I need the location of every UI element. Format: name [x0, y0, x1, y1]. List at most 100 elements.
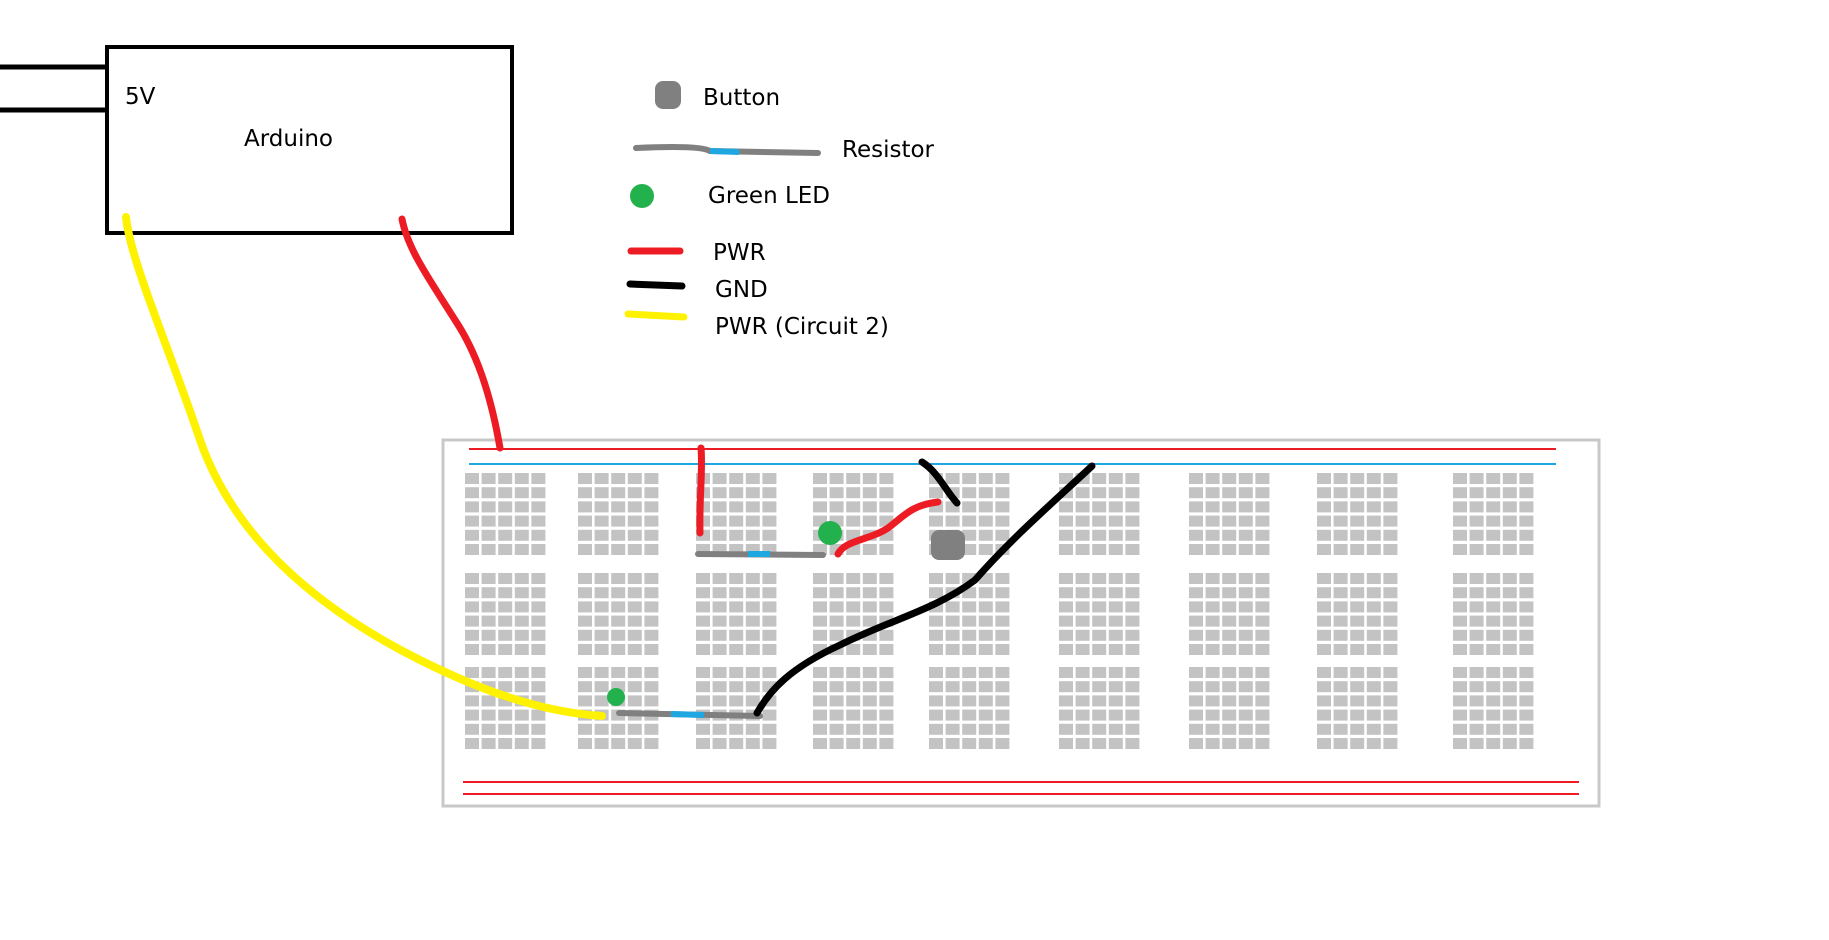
breadboard-hole: [1469, 473, 1484, 484]
breadboard-hole: [514, 573, 529, 584]
breadboard-hole: [1486, 544, 1501, 555]
breadboard-hole: [1092, 515, 1107, 527]
breadboard-hole: [1383, 587, 1398, 599]
breadboard-hole: [465, 629, 479, 641]
breadboard-hole: [465, 601, 479, 613]
breadboard-hole: [1189, 738, 1203, 749]
breadboard-hole: [813, 544, 827, 555]
breadboard-hole: [1125, 529, 1140, 541]
breadboard-hole: [1366, 644, 1381, 655]
breadboard-hole: [1317, 529, 1331, 541]
breadboard-hole: [712, 601, 727, 613]
breadboard-hole: [879, 709, 894, 721]
breadboard-hole: [712, 681, 727, 693]
breadboard-hole: [995, 629, 1010, 641]
breadboard-hole: [945, 473, 960, 484]
breadboard-hole: [1092, 681, 1107, 693]
breadboard-hole: [1366, 667, 1381, 678]
breadboard-hole: [945, 667, 960, 678]
gnd-wire-rail-to-button: [918, 458, 961, 507]
breadboard-hole: [1519, 573, 1534, 584]
breadboard-hole: [862, 629, 877, 641]
breadboard-hole: [1469, 681, 1484, 693]
breadboard-hole: [929, 615, 943, 627]
breadboard-hole: [611, 501, 626, 513]
breadboard-hole: [1205, 473, 1220, 484]
breadboard-hole: [696, 601, 710, 613]
breadboard-hole: [1350, 695, 1365, 707]
breadboard-hole: [1075, 573, 1090, 584]
breadboard-hole: [627, 529, 642, 541]
breadboard-hole: [514, 544, 529, 555]
breadboard-hole: [531, 709, 546, 721]
breadboard-hole: [481, 667, 496, 678]
breadboard-hole: [729, 601, 744, 613]
breadboard-hole: [1453, 644, 1467, 655]
breadboard-hole: [1255, 615, 1270, 627]
breadboard-hole: [1519, 515, 1534, 527]
breadboard-hole: [481, 629, 496, 641]
breadboard-hole: [498, 573, 513, 584]
breadboard-hole: [1092, 473, 1107, 484]
breadboard-hole: [1469, 667, 1484, 678]
breadboard-hole: [762, 723, 777, 735]
breadboard-hole: [762, 515, 777, 527]
breadboard-hole: [1317, 601, 1331, 613]
breadboard-hole: [611, 681, 626, 693]
breadboard-hole: [1238, 695, 1253, 707]
breadboard-hole: [1366, 695, 1381, 707]
breadboard-hole: [1333, 695, 1348, 707]
breadboard-hole: [514, 529, 529, 541]
breadboard-hole: [962, 709, 977, 721]
breadboard-hole: [978, 738, 993, 749]
breadboard-hole: [846, 529, 861, 541]
breadboard-hole: [962, 615, 977, 627]
breadboard-hole: [465, 515, 479, 527]
breadboard-hole: [1469, 487, 1484, 499]
breadboard-hole: [995, 501, 1010, 513]
resistor-swatch-icon: [633, 144, 821, 156]
breadboard-hole: [1519, 629, 1534, 641]
breadboard-hole: [1469, 615, 1484, 627]
breadboard-hole: [594, 695, 609, 707]
breadboard-hole: [962, 644, 977, 655]
breadboard-hole: [465, 487, 479, 499]
breadboard-hole: [1383, 629, 1398, 641]
breadboard-hole: [1366, 681, 1381, 693]
breadboard-hole: [531, 615, 546, 627]
breadboard-hole: [813, 487, 827, 499]
breadboard-hole: [862, 644, 877, 655]
breadboard-hole: [862, 738, 877, 749]
breadboard-hole: [1383, 709, 1398, 721]
breadboard-hole: [1383, 667, 1398, 678]
breadboard-hole: [481, 473, 496, 484]
breadboard-hole: [498, 644, 513, 655]
breadboard-hole: [627, 681, 642, 693]
breadboard-hole: [594, 515, 609, 527]
breadboard-hole: [1108, 587, 1123, 599]
breadboard-hole: [813, 709, 827, 721]
breadboard-hole: [712, 667, 727, 678]
breadboard-hole: [1125, 629, 1140, 641]
breadboard-hole: [1350, 644, 1365, 655]
breadboard-hole: [929, 573, 943, 584]
breadboard-hole: [1092, 629, 1107, 641]
breadboard-hole: [1519, 644, 1534, 655]
breadboard-hole: [712, 544, 727, 555]
breadboard-hole: [644, 615, 659, 627]
breadboard-hole: [1125, 601, 1140, 613]
breadboard-hole: [762, 681, 777, 693]
breadboard-hole: [712, 644, 727, 655]
breadboard-hole: [644, 515, 659, 527]
breadboard-hole: [578, 667, 592, 678]
breadboard-hole: [627, 515, 642, 527]
breadboard-hole: [627, 629, 642, 641]
breadboard-hole: [962, 629, 977, 641]
breadboard-hole: [929, 487, 943, 499]
breadboard-hole: [594, 501, 609, 513]
breadboard-hole: [813, 515, 827, 527]
breadboard-hole: [1075, 644, 1090, 655]
breadboard-hole: [578, 695, 592, 707]
breadboard-hole: [696, 695, 710, 707]
breadboard-hole: [578, 487, 592, 499]
